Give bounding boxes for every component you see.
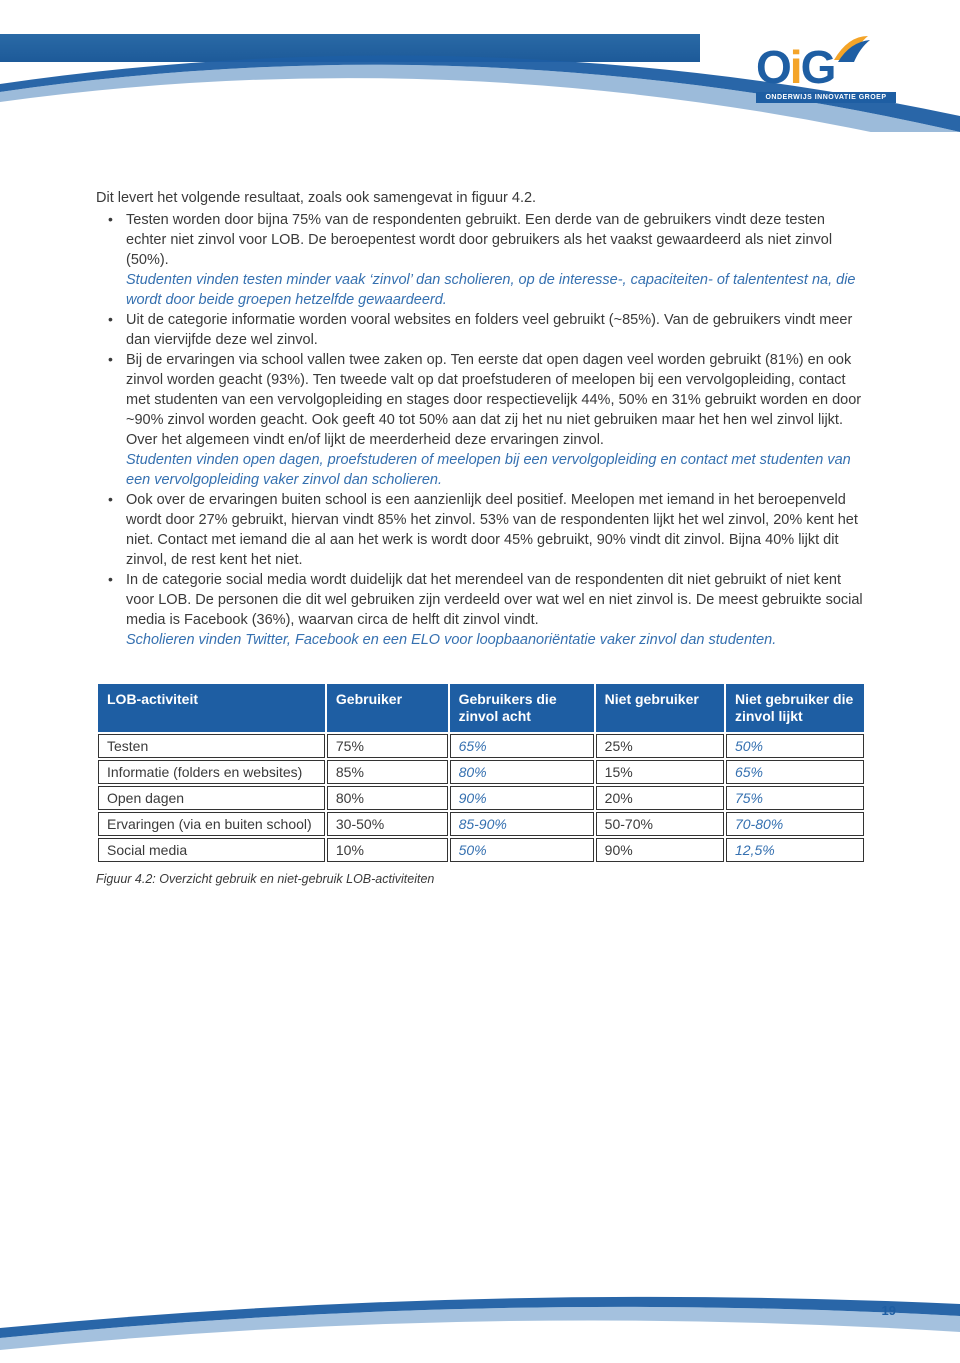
table-cell: 10%: [327, 838, 448, 862]
table-row: Open dagen80%90%20%75%: [98, 786, 864, 810]
logo-letter-i: i: [790, 44, 801, 90]
table-cell: 25%: [596, 734, 724, 758]
table-header-cell: Gebruikers die zinvol acht: [450, 684, 594, 732]
table-row: Ervaringen (via en buiten school)30-50%8…: [98, 812, 864, 836]
bullet-body: Ook over de ervaringen buiten school is …: [126, 492, 858, 568]
table-cell: 80%: [450, 760, 594, 784]
table-cell: 65%: [726, 760, 864, 784]
page-content: Dit levert het volgende resultaat, zoals…: [96, 188, 866, 886]
table-cell: 80%: [327, 786, 448, 810]
table-header-cell: Niet gebruiker die zinvol lijkt: [726, 684, 864, 732]
table-cell: Informatie (folders en websites): [98, 760, 325, 784]
table-row: Informatie (folders en websites)85%80%15…: [98, 760, 864, 784]
table-header-cell: Gebruiker: [327, 684, 448, 732]
page-number: 19: [882, 1303, 896, 1318]
footer-band: [0, 1276, 960, 1358]
logo-subtitle: ONDERWIJS INNOVATIE GROEP: [756, 92, 896, 103]
table-row: Social media10%50%90%12,5%: [98, 838, 864, 862]
lob-table: LOB-activiteitGebruikerGebruikers die zi…: [96, 682, 866, 864]
table-cell: 20%: [596, 786, 724, 810]
logo-swoosh-icon: [828, 30, 876, 78]
table-cell: 50%: [726, 734, 864, 758]
table-cell: 90%: [450, 786, 594, 810]
table-body: Testen75%65%25%50%Informatie (folders en…: [98, 734, 864, 862]
table-cell: 85-90%: [450, 812, 594, 836]
bullet-body: Testen worden door bijna 75% van de resp…: [126, 212, 832, 268]
bullet-item: Ook over de ervaringen buiten school is …: [96, 490, 866, 570]
table-header-cell: LOB-activiteit: [98, 684, 325, 732]
table-wrap: LOB-activiteitGebruikerGebruikers die zi…: [96, 682, 866, 886]
table-cell: 15%: [596, 760, 724, 784]
bullet-note: Studenten vinden open dagen, proefstuder…: [126, 452, 851, 488]
bullet-item: In de categorie social media wordt duide…: [96, 570, 866, 650]
logo: OiG ONDERWIJS INNOVATIE GROEP: [756, 44, 896, 103]
bullet-item: Testen worden door bijna 75% van de resp…: [96, 210, 866, 310]
table-cell: 70-80%: [726, 812, 864, 836]
table-cell: Social media: [98, 838, 325, 862]
table-cell: 30-50%: [327, 812, 448, 836]
table-caption: Figuur 4.2: Overzicht gebruik en niet-ge…: [96, 872, 866, 886]
bullet-item: Uit de categorie informatie worden voora…: [96, 310, 866, 350]
bullet-list: Testen worden door bijna 75% van de resp…: [96, 210, 866, 650]
bullet-body: Uit de categorie informatie worden voora…: [126, 312, 852, 348]
table-cell: 85%: [327, 760, 448, 784]
table-cell: 75%: [726, 786, 864, 810]
intro-text: Dit levert het volgende resultaat, zoals…: [96, 188, 866, 208]
bullet-item: Bij de ervaringen via school vallen twee…: [96, 350, 866, 490]
table-cell: 50%: [450, 838, 594, 862]
bullet-note: Studenten vinden testen minder vaak ‘zin…: [126, 272, 855, 308]
logo-letter-o: O: [756, 41, 790, 93]
bullet-body: In de categorie social media wordt duide…: [126, 572, 863, 628]
table-cell: 75%: [327, 734, 448, 758]
table-header-cell: Niet gebruiker: [596, 684, 724, 732]
bullet-body: Bij de ervaringen via school vallen twee…: [126, 352, 861, 448]
table-header-row: LOB-activiteitGebruikerGebruikers die zi…: [98, 684, 864, 732]
table-cell: 90%: [596, 838, 724, 862]
table-cell: Testen: [98, 734, 325, 758]
table-row: Testen75%65%25%50%: [98, 734, 864, 758]
table-cell: 65%: [450, 734, 594, 758]
table-cell: 12,5%: [726, 838, 864, 862]
table-cell: Ervaringen (via en buiten school): [98, 812, 325, 836]
bullet-note: Scholieren vinden Twitter, Facebook en e…: [126, 632, 776, 648]
table-cell: Open dagen: [98, 786, 325, 810]
table-cell: 50-70%: [596, 812, 724, 836]
